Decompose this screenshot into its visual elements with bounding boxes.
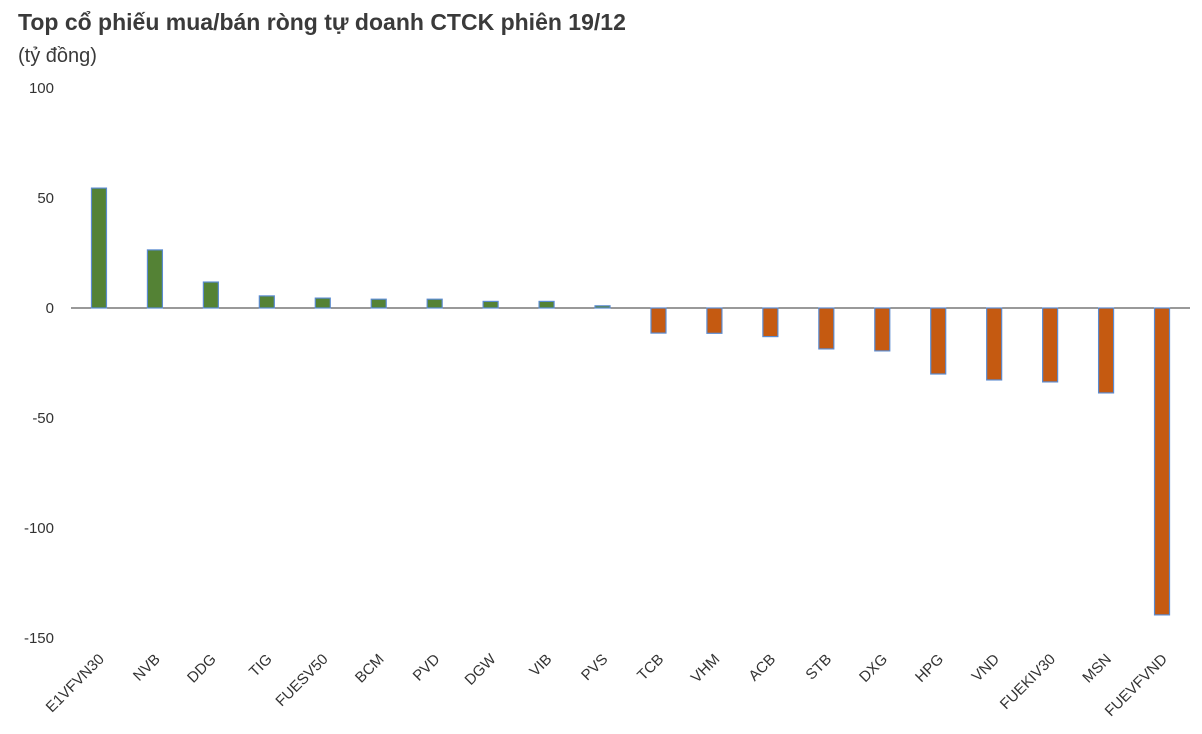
x-tick-label: FUEKIV30 <box>997 651 1059 713</box>
x-tick-label: PVD <box>410 651 444 685</box>
bar <box>930 307 947 375</box>
x-tick-label: FUESV50 <box>272 651 331 710</box>
y-tick-label: -50 <box>32 410 54 427</box>
bar <box>986 307 1003 381</box>
x-tick-label: NVB <box>130 651 164 685</box>
bar <box>258 295 275 309</box>
bar <box>594 305 611 309</box>
bar <box>874 307 891 352</box>
bar <box>818 307 835 350</box>
bar <box>706 307 723 334</box>
x-tick-label: E1VFVN30 <box>43 651 108 716</box>
x-tick-label: BCM <box>352 651 388 687</box>
bar <box>538 300 555 309</box>
x-tick-label: VND <box>969 651 1004 686</box>
bar <box>146 249 164 309</box>
x-tick-label: HPG <box>912 651 947 686</box>
bar <box>370 298 387 309</box>
chart-title: Top cổ phiếu mua/bán ròng tự doanh CTCK … <box>18 9 626 35</box>
x-tick-label: ACB <box>745 651 779 685</box>
bar <box>762 307 779 338</box>
bar <box>1097 307 1115 394</box>
x-tick-label: DXG <box>856 651 891 686</box>
bar <box>650 307 667 334</box>
bar <box>1042 307 1059 383</box>
chart-subtitle: (tỷ đồng) <box>18 45 97 67</box>
x-tick-label: STB <box>802 651 835 684</box>
y-tick-label: -100 <box>24 520 54 537</box>
x-tick-label: VIB <box>526 651 555 680</box>
y-tick-label: 50 <box>37 190 54 207</box>
x-tick-label: TIG <box>246 651 276 681</box>
x-tick-label: PVS <box>578 651 611 684</box>
bar <box>1153 307 1171 616</box>
y-tick-label: 0 <box>46 300 54 317</box>
bar <box>90 187 108 309</box>
bar <box>202 281 219 309</box>
y-tick-label: 100 <box>29 80 54 97</box>
bar <box>482 300 499 309</box>
x-tick-label: VHM <box>688 651 724 687</box>
x-tick-label: TCB <box>634 651 667 684</box>
bar <box>314 297 331 309</box>
bar <box>426 298 443 309</box>
y-tick-label: -150 <box>24 630 54 647</box>
x-tick-label: DDG <box>184 651 220 687</box>
x-tick-label: MSN <box>1079 651 1115 687</box>
x-tick-label: DGW <box>462 650 501 689</box>
